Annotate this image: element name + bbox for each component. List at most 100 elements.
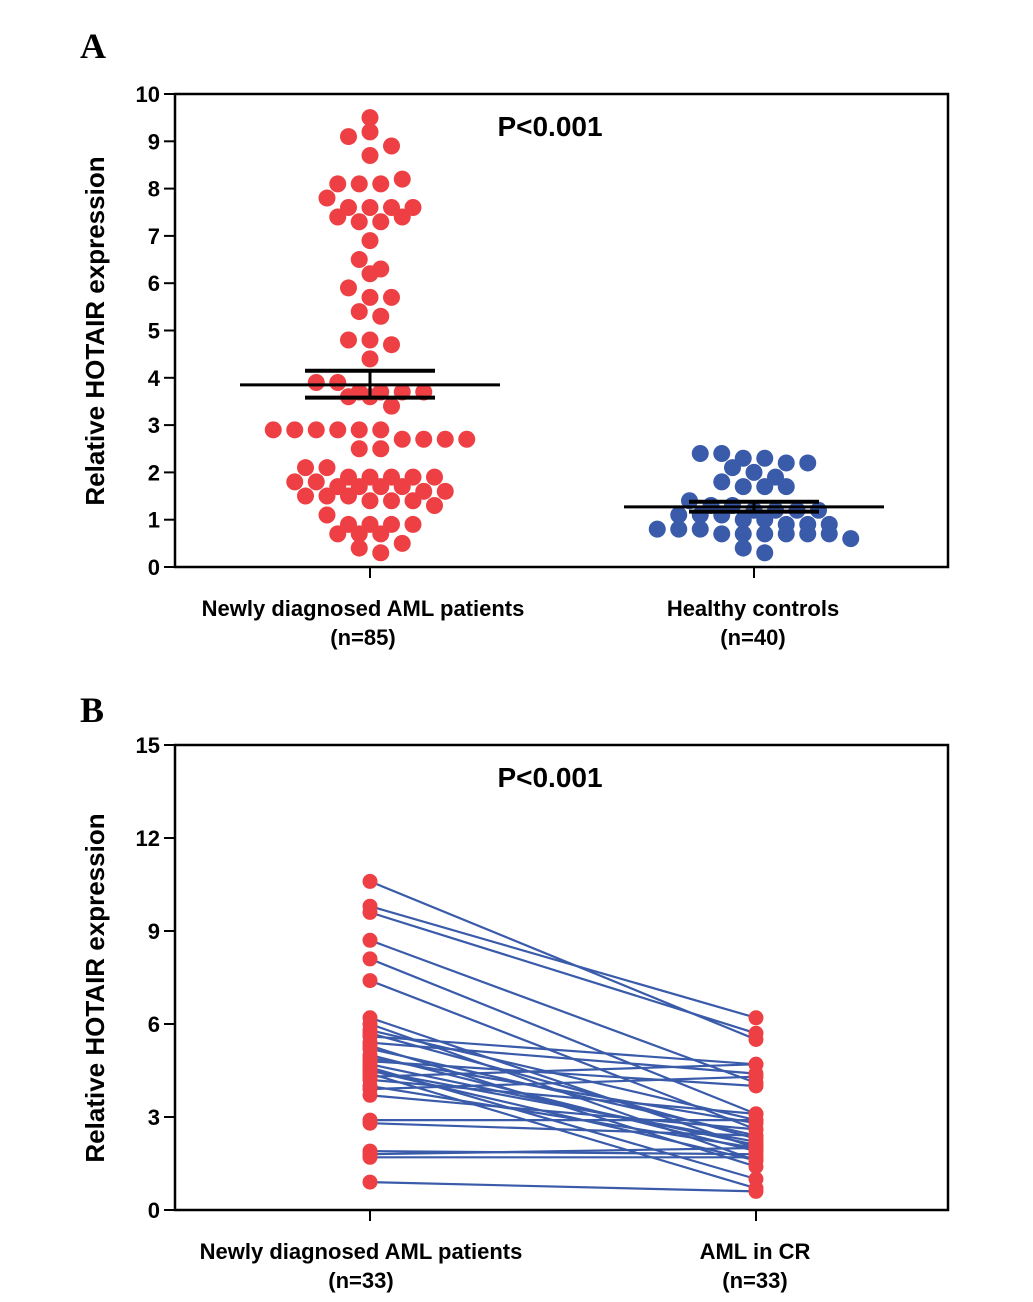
panel-b-point-after-28 [748, 1128, 764, 1144]
panel-a-point-1-7 [745, 463, 763, 481]
panel-b-point-before-5 [362, 973, 378, 989]
panel-a-point-0-0 [361, 109, 379, 127]
panel-b-pair-line-20 [369, 1069, 757, 1143]
panel-b-y-axis-title: Relative HOTAIR expression [80, 813, 110, 1162]
panel-b-pair-line-11 [369, 1041, 757, 1075]
panel-a-point-1-22 [713, 506, 731, 524]
panel-a-point-0-27 [340, 331, 357, 349]
panel-b-y-tick-label-5: 15 [136, 733, 160, 758]
panel-a-y-axis-title: Relative HOTAIR expression [80, 156, 110, 505]
panel-b-pair-line-26 [369, 1094, 757, 1131]
panel-a-point-0-2 [361, 123, 379, 141]
panel-a-point-0-30 [361, 350, 379, 368]
panel-a-point-0-73 [426, 497, 443, 515]
panel-a: A Relative HOTAIR expression P<0.001 0 1 2… [80, 26, 950, 650]
panel-a-point-0-82 [393, 534, 411, 552]
panel-a-point-1-23 [734, 511, 752, 529]
panel-a-plot-frame [173, 92, 950, 569]
panel-a-point-1-39 [756, 544, 774, 562]
panel-a-point-0-3 [383, 137, 400, 155]
panel-b-pair-line-30 [369, 1146, 757, 1156]
panel-b-pair-line-2 [369, 911, 757, 1035]
panel-b-letter: B [80, 690, 104, 730]
panel-b-pair-line-25 [369, 1075, 757, 1091]
panel-a-point-0-81 [372, 525, 390, 543]
panel-a-point-0-25 [350, 303, 368, 321]
panel-a-point-0-71 [383, 492, 400, 510]
panel-b-pair-line-14 [369, 1053, 757, 1153]
panel-a-point-0-17 [393, 208, 411, 226]
panel-a-point-0-14 [329, 208, 347, 226]
panel-b-category-n-aml: (n=33) [328, 1268, 393, 1293]
panel-b-point-after-27 [748, 1112, 764, 1128]
panel-a-point-1-34 [777, 525, 795, 543]
panel-a-y-tick-label-7: 7 [148, 224, 160, 249]
panel-a-point-1-36 [820, 525, 838, 543]
panel-a-category-label-aml: Newly diagnosed AML patients [202, 596, 525, 621]
panel-a-point-1-28 [648, 520, 666, 538]
panel-a-point-1-20 [670, 506, 688, 524]
panel-a-point-0-15 [350, 213, 368, 231]
panel-a-point-0-59 [286, 473, 304, 491]
panel-a-y-tick-label-8: 8 [148, 177, 160, 202]
panel-a-point-0-47 [415, 430, 433, 448]
panel-b-category-label-cr: AML in CR [700, 1239, 811, 1264]
panel-a-point-0-5 [329, 175, 347, 193]
panel-b-pair-line-23 [369, 1078, 757, 1115]
panel-a-point-0-48 [436, 430, 454, 448]
panel-a-point-1-3 [756, 449, 774, 467]
panel-b-category-label-aml: Newly diagnosed AML patients [200, 1239, 523, 1264]
panel-a-point-0-16 [372, 213, 390, 231]
panel-a-point-0-52 [297, 459, 314, 477]
panel-b-point-before-31 [362, 1149, 378, 1165]
panel-b-point-before-0 [362, 873, 378, 889]
panel-a-point-1-29 [670, 520, 688, 538]
panel-a-point-1-33 [756, 525, 774, 543]
panel-a-point-0-66 [436, 482, 454, 500]
panel-a-point-0-6 [350, 175, 368, 193]
panel-a-point-0-72 [404, 492, 422, 510]
panel-a-point-0-24 [383, 288, 400, 306]
panel-a-y-tick-label-3: 3 [148, 413, 160, 438]
panel-a-point-0-1 [340, 128, 357, 146]
panel-a-point-0-79 [329, 525, 347, 543]
panel-a-y-tick-label-0: 0 [148, 555, 160, 580]
panel-a-point-1-31 [713, 525, 731, 543]
panel-b-plot-frame [173, 743, 950, 1212]
panel-a-point-0-41 [286, 421, 304, 439]
panel-a-point-0-60 [307, 473, 325, 491]
panel-b-pair-line-10 [369, 1035, 757, 1066]
panel-b-pair-line-16 [369, 1060, 757, 1088]
panel-a-point-0-69 [340, 487, 357, 505]
panel-a-y-tick-label-5: 5 [148, 319, 160, 344]
panel-a-point-0-43 [329, 421, 347, 439]
panel-b: B Relative HOTAIR expression P<0.001 0 3 6… [80, 690, 950, 1293]
panel-a-point-1-4 [777, 454, 795, 472]
panel-b-point-before-26 [362, 1087, 378, 1103]
panel-a-point-0-50 [350, 440, 368, 458]
panel-a-point-0-63 [372, 478, 390, 496]
panel-b-pair-line-32 [369, 1181, 757, 1193]
panel-a-point-0-29 [383, 336, 400, 354]
panel-a-category-n-healthy: (n=40) [720, 625, 785, 650]
panel-a-point-0-31 [307, 374, 325, 392]
panel-a-point-1-38 [734, 539, 752, 557]
panel-b-point-after-25 [748, 1069, 764, 1085]
panel-a-point-0-74 [318, 506, 336, 524]
panel-a-point-1-30 [691, 520, 709, 538]
panel-b-y-tick-label-0: 0 [148, 1198, 160, 1223]
panel-a-point-0-22 [340, 279, 357, 297]
panel-a-point-1-12 [777, 478, 795, 496]
panel-a-point-1-0 [691, 444, 709, 462]
panel-a-point-1-1 [713, 444, 731, 462]
panel-a-point-1-37 [842, 530, 860, 548]
panel-b-p-value: P<0.001 [497, 762, 602, 793]
panel-a-point-1-11 [756, 478, 774, 496]
panel-a-point-1-6 [724, 459, 741, 477]
panel-a-point-0-4 [361, 146, 379, 164]
panel-b-pair-line-21 [369, 1072, 757, 1190]
panel-a-point-0-8 [393, 170, 411, 188]
panel-a-point-0-42 [307, 421, 325, 439]
panel-a-point-0-70 [361, 492, 379, 510]
